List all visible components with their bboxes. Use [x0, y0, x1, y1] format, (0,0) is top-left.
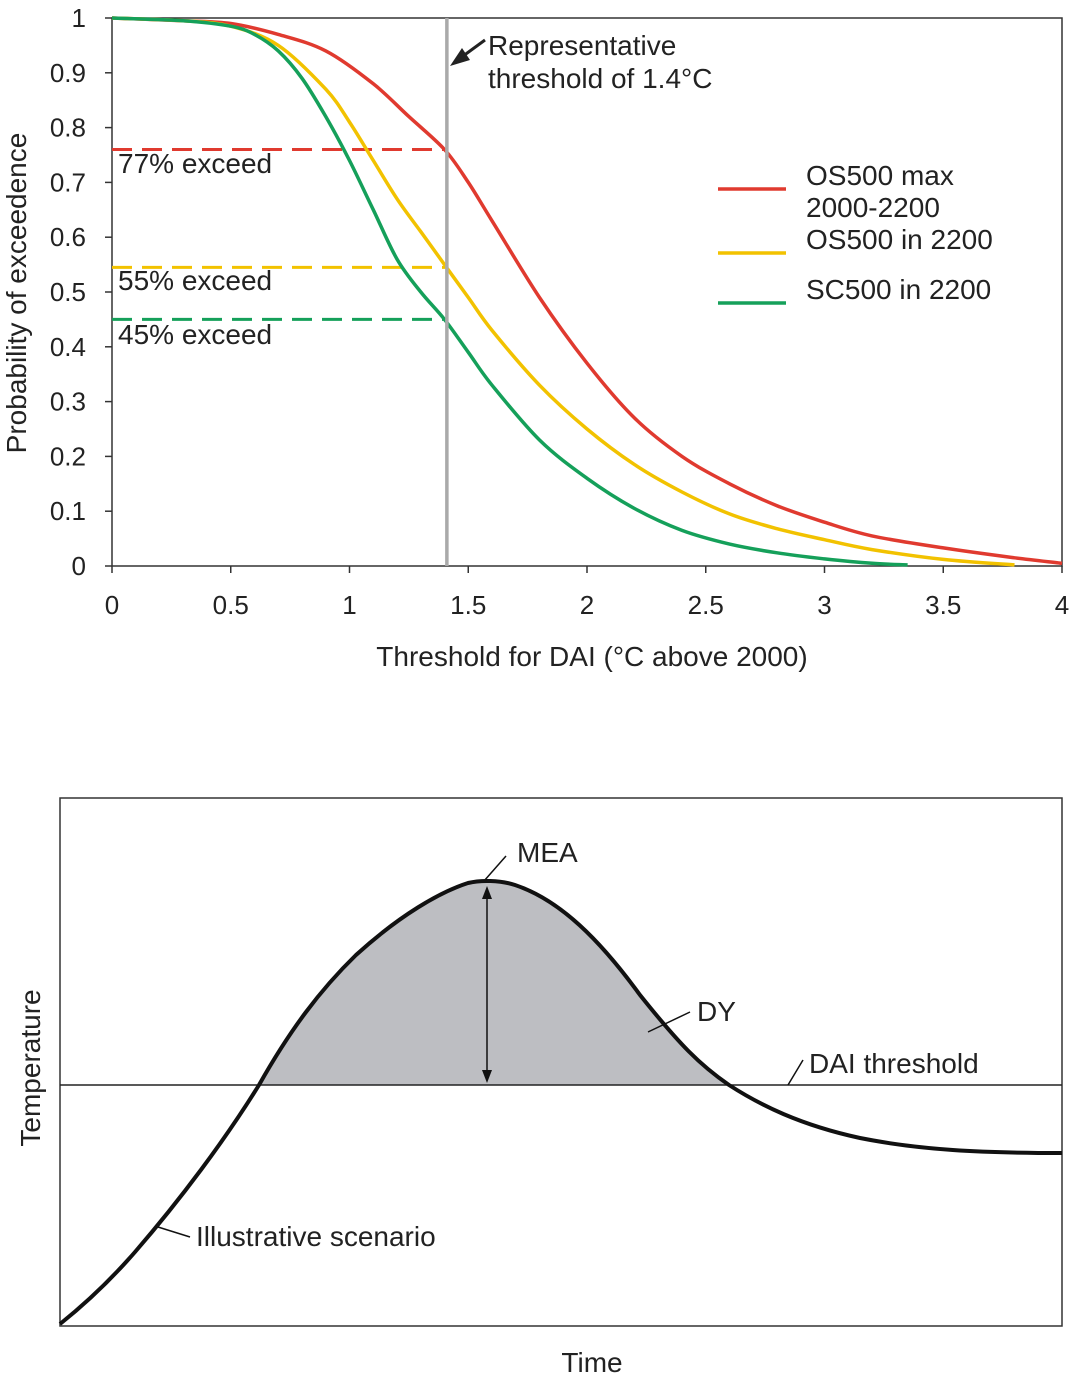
x-tick-label: 2.5: [688, 590, 724, 620]
series-line: [111, 16, 1015, 567]
exceedance-area: [259, 880, 729, 1085]
mea-leader: [483, 855, 507, 882]
legend-entry: SC500 in 2200: [806, 274, 991, 305]
y-tick-label: 0.3: [50, 387, 86, 417]
temperature-axis-label: Temperature: [15, 989, 46, 1146]
y-tick-label: 0.6: [50, 222, 86, 252]
y-axis-label: Probability of exceedence: [1, 133, 32, 454]
y-tick-label: 0.7: [50, 167, 86, 197]
exceed-label: 45% exceed: [118, 319, 272, 350]
x-tick-label: 4: [1055, 590, 1069, 620]
x-tick-label: 1: [342, 590, 356, 620]
legend-entry: OS500 in 2200: [806, 224, 993, 255]
dy-label: DY: [697, 996, 736, 1027]
legend-entry: OS500 max: [806, 160, 954, 191]
reference-annotation: threshold of 1.4°C: [488, 63, 712, 94]
x-tick-label: 0.5: [213, 590, 249, 620]
mea-arrow-head-bottom: [482, 1070, 492, 1083]
y-tick-label: 0.5: [50, 277, 86, 307]
reference-annotation: Representative: [488, 30, 676, 61]
scenario-leader: [157, 1226, 191, 1238]
x-tick-label: 2: [580, 590, 594, 620]
y-tick-label: 0.1: [50, 496, 86, 526]
chart1-marks: 0 0.5 1 1.5 2 2.5 3 3.5 4 0 0.1 0.2 0.3 0.4 0.5 0.6 0.7 0…: [50, 3, 1069, 620]
y-tick-label: 0.4: [50, 332, 86, 362]
series-line: [111, 16, 908, 567]
y-tick-label: 0.9: [50, 58, 86, 88]
threshold-leader: [787, 1059, 804, 1086]
y-tick-label: 0.2: [50, 441, 86, 471]
mea-arrow-head-top: [482, 886, 492, 899]
dai-threshold-label: DAI threshold: [809, 1048, 979, 1079]
x-tick-label: 3.5: [925, 590, 961, 620]
y-tick-label: 1: [72, 3, 86, 33]
y-tick-label: 0: [72, 551, 86, 581]
exceed-label: 77% exceed: [118, 148, 272, 179]
diagram-frame: [59, 797, 1063, 1327]
exceed-label: 55% exceed: [118, 265, 272, 296]
reference-arrow-head: [450, 48, 470, 66]
series-line: [111, 16, 1063, 566]
x-tick-label: 0: [105, 590, 119, 620]
scenario-curve: [58, 878, 1063, 1326]
time-axis-label: Time: [561, 1347, 622, 1378]
exceedence-probability-chart: 0 0.5 1 1.5 2 2.5 3 3.5 4 0 0.1 0.2 0.3 0.4 0.5 0.6 0.7 0…: [1, 3, 1069, 672]
y-tick-label: 0.8: [50, 113, 86, 143]
dy-leader: [647, 1011, 691, 1033]
chart2-marks: [58, 797, 1063, 1327]
x-tick-label: 3: [817, 590, 831, 620]
x-tick-label: 1.5: [450, 590, 486, 620]
x-axis-label: Threshold for DAI (°C above 2000): [376, 641, 807, 672]
mea-label: MEA: [517, 837, 578, 868]
illustrative-scenario-label: Illustrative scenario: [196, 1221, 436, 1252]
legend-entry: 2000-2200: [806, 192, 940, 223]
